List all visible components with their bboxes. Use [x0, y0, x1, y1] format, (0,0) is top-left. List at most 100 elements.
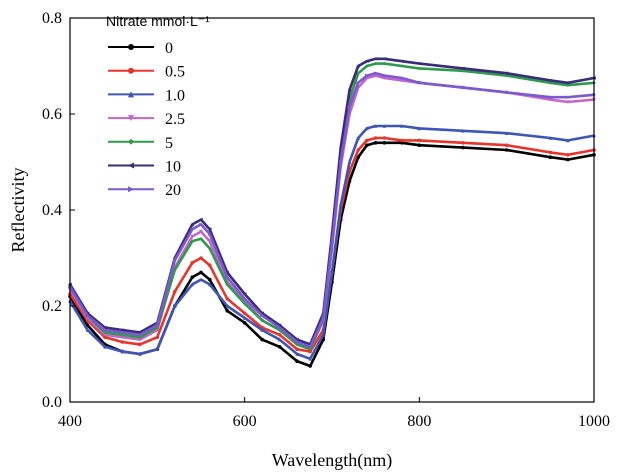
- data-point: [400, 64, 404, 68]
- data-point: [365, 59, 369, 63]
- data-point: [461, 145, 465, 150]
- data-point: [347, 105, 352, 109]
- data-point: [365, 64, 369, 68]
- data-point: [225, 270, 229, 275]
- legend-item-20: 20: [108, 182, 181, 199]
- data-point: [504, 131, 509, 135]
- y-tick-label: 0.0: [42, 394, 62, 411]
- y-tick-label: 0.8: [42, 10, 62, 27]
- data-point: [548, 78, 553, 83]
- data-point: [103, 333, 107, 337]
- data-point: [225, 309, 229, 313]
- data-point: [138, 333, 142, 337]
- data-point: [382, 136, 387, 140]
- data-point: [190, 261, 195, 265]
- data-point: [461, 85, 465, 90]
- data-point: [548, 95, 553, 99]
- data-point: [548, 155, 553, 159]
- data-point: [190, 227, 195, 231]
- data-point: [566, 81, 570, 85]
- data-point: [356, 71, 360, 75]
- legend-label: 0.5: [165, 64, 185, 81]
- data-point: [548, 150, 553, 155]
- data-point: [504, 71, 509, 75]
- data-point: [373, 136, 378, 140]
- data-point: [190, 222, 195, 227]
- data-point: [207, 227, 212, 231]
- y-tick-label: 0.2: [42, 298, 62, 315]
- series-markers-5: [68, 61, 596, 351]
- data-point: [173, 289, 177, 294]
- data-point: [295, 337, 299, 342]
- data-point: [417, 143, 422, 147]
- data-point: [138, 337, 142, 342]
- data-point: [566, 83, 570, 87]
- data-point: [356, 81, 360, 85]
- data-point: [242, 292, 247, 296]
- data-point: [461, 141, 465, 145]
- legend-label: 20: [165, 182, 181, 199]
- data-point: [365, 138, 369, 143]
- data-point: [382, 76, 387, 80]
- x-axis: 400 600 800 1000: [58, 397, 610, 430]
- series-markers-2.5: [68, 73, 596, 351]
- data-point: [120, 335, 125, 339]
- legend-label: 2.5: [165, 111, 185, 128]
- data-point: [120, 349, 125, 354]
- data-point: [103, 330, 107, 335]
- data-point: [199, 229, 203, 234]
- x-tick-label: 800: [407, 413, 431, 430]
- data-point: [417, 126, 422, 131]
- data-point: [103, 335, 107, 340]
- data-point: [199, 237, 203, 241]
- data-point: [295, 340, 299, 344]
- data-point: [461, 69, 465, 73]
- y-axis: 0.0 0.2 0.4 0.6 0.8: [42, 10, 75, 411]
- y-tick-label: 0.4: [42, 202, 62, 219]
- series-line-10: [68, 57, 596, 346]
- legend-label: 5: [165, 135, 173, 152]
- data-point: [277, 325, 282, 330]
- data-point: [138, 352, 142, 356]
- data-point: [155, 325, 160, 330]
- data-point: [566, 95, 570, 99]
- data-point: [373, 57, 378, 61]
- data-point: [225, 275, 229, 279]
- data-point: [199, 217, 203, 222]
- data-point: [207, 282, 212, 287]
- data-point: [277, 337, 282, 342]
- series-line-5: [68, 62, 596, 351]
- data-point: [199, 222, 203, 227]
- data-point: [566, 100, 570, 104]
- x-tick-label: 600: [233, 413, 257, 430]
- data-point: [260, 311, 264, 315]
- data-point: [155, 323, 160, 327]
- data-point: [365, 143, 369, 147]
- data-point: [277, 323, 282, 327]
- data-point: [400, 76, 404, 80]
- data-point: [566, 153, 570, 157]
- data-point: [207, 232, 212, 236]
- data-point: [566, 138, 570, 143]
- data-point: [120, 328, 125, 332]
- data-point: [85, 328, 90, 332]
- data-point: [173, 258, 177, 263]
- data-point: [260, 313, 264, 318]
- data-point: [242, 311, 247, 316]
- data-point: [347, 88, 352, 92]
- data-point: [373, 141, 378, 145]
- data-point: [373, 124, 378, 128]
- data-point: [373, 71, 378, 75]
- series-markers-1.0: [68, 124, 596, 361]
- data-point: [242, 301, 247, 306]
- data-point: [400, 124, 404, 128]
- data-point: [260, 328, 264, 332]
- data-point: [338, 160, 343, 164]
- data-point: [504, 73, 509, 78]
- x-axis-title: Wavelength(nm): [272, 450, 393, 471]
- series-line-20: [68, 71, 596, 349]
- data-point: [295, 359, 299, 364]
- data-point: [417, 81, 422, 85]
- legend-item-2.5: 2.5: [108, 111, 185, 128]
- data-point: [260, 318, 264, 323]
